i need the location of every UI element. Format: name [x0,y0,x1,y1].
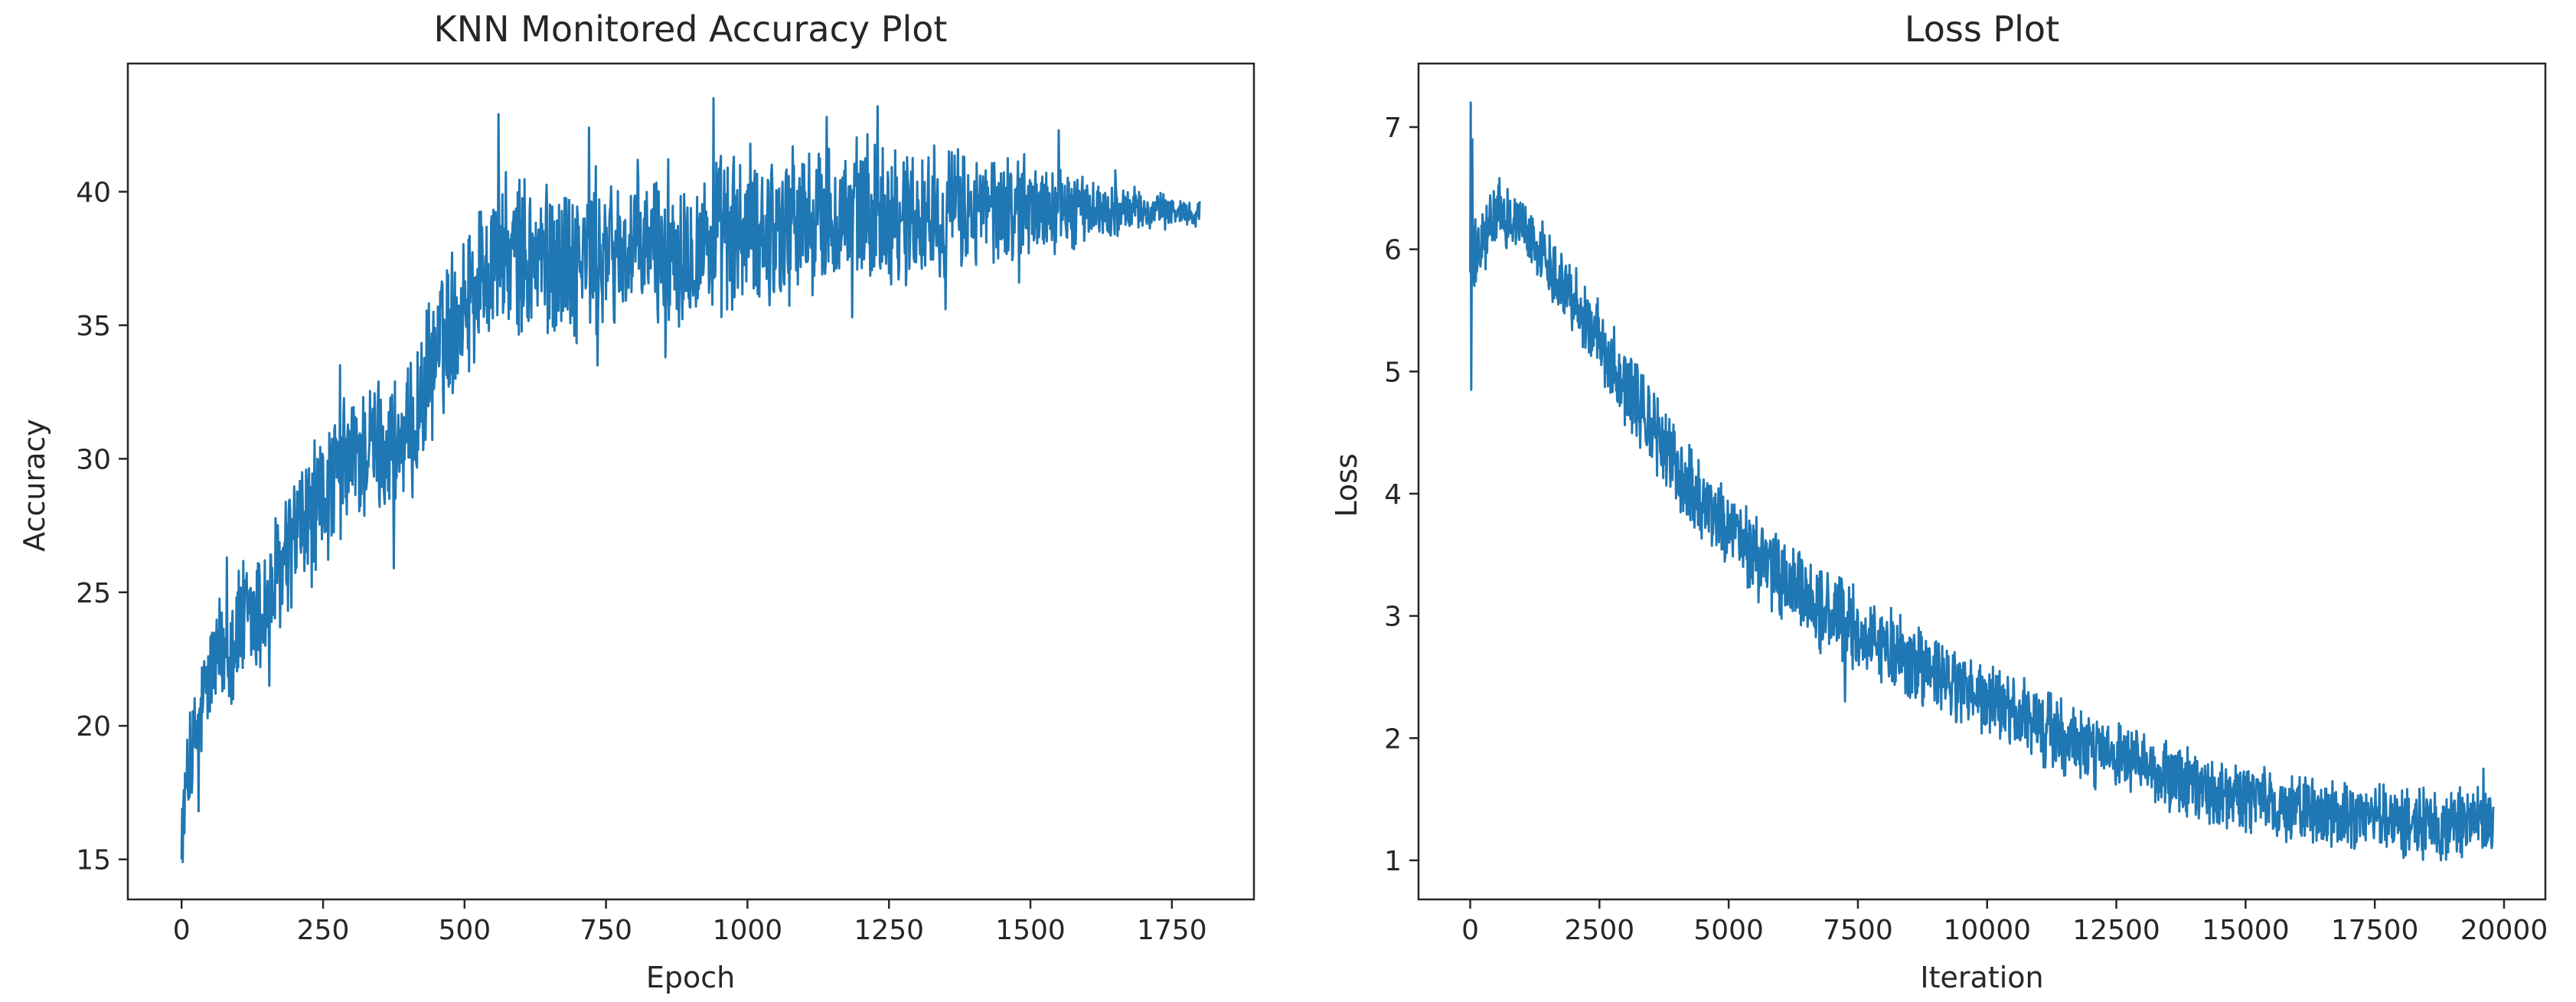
accuracy-x-tick-label: 750 [580,915,632,946]
accuracy-y-tick-label: 20 [76,711,111,743]
loss-y-tick-label: 4 [1384,479,1402,511]
loss-y-tick-label: 6 [1384,235,1402,266]
loss-x-tick-label: 2500 [1565,915,1635,946]
loss-chart-title: Loss Plot [1905,8,2059,50]
loss-y-tick-label: 3 [1384,602,1402,633]
accuracy-x-axis-label: Epoch [646,961,735,994]
accuracy-x-tick-label: 500 [438,915,491,946]
loss-y-tick-label: 5 [1384,357,1402,388]
loss-x-tick-label: 5000 [1693,915,1764,946]
loss-x-tick-label: 15000 [2202,915,2290,946]
accuracy-ticks-layer: 0 250 500 750 1000 1250 1500 1750 15 20 25 30 35 40 [76,177,1206,946]
accuracy-y-tick-label: 15 [76,845,111,876]
loss-y-tick-label: 1 [1384,846,1402,877]
accuracy-y-tick-label: 35 [76,311,111,342]
accuracy-y-tick-label: 25 [76,578,111,609]
accuracy-series-line [180,96,1201,863]
accuracy-plot-frame [126,62,1255,901]
loss-x-tick-label: 7500 [1823,915,1893,946]
loss-x-tick-label: 20000 [2460,915,2548,946]
accuracy-x-tick-label: 1000 [713,915,783,946]
loss-x-axis-label: Iteration [1920,961,2043,994]
loss-plot-frame [1417,62,2547,901]
loss-x-tick-label: 12500 [2072,915,2160,946]
accuracy-chart-title: KNN Monitored Accuracy Plot [434,8,948,50]
accuracy-y-tick-label: 40 [76,177,111,208]
loss-y-axis-label: Loss [1330,453,1363,517]
accuracy-x-tick-label: 250 [297,915,350,946]
accuracy-x-tick-label: 1500 [995,915,1066,946]
loss-chart: Loss Plot Iteration Loss 0 2500 5000 7500 10… [1330,8,2548,994]
loss-y-tick-label: 7 [1384,113,1402,144]
loss-x-tick-label: 17500 [2331,915,2419,946]
loss-x-tick-label: 0 [1461,915,1479,946]
accuracy-y-tick-label: 30 [76,444,111,475]
accuracy-chart: KNN Monitored Accuracy Plot Epoch Accura… [18,8,1255,994]
accuracy-x-tick-label: 0 [173,915,191,946]
accuracy-y-axis-label: Accuracy [18,419,51,552]
loss-series-layer [1469,101,2495,862]
accuracy-x-tick-label: 1750 [1137,915,1207,946]
accuracy-x-tick-label: 1250 [854,915,924,946]
accuracy-series-layer [180,96,1201,863]
loss-series-line [1469,101,2495,862]
loss-ticks-layer: 0 2500 5000 7500 10000 12500 15000 17500 20000 1 2… [1384,113,2548,946]
loss-y-tick-label: 2 [1384,723,1402,755]
loss-x-tick-label: 10000 [1943,915,2031,946]
